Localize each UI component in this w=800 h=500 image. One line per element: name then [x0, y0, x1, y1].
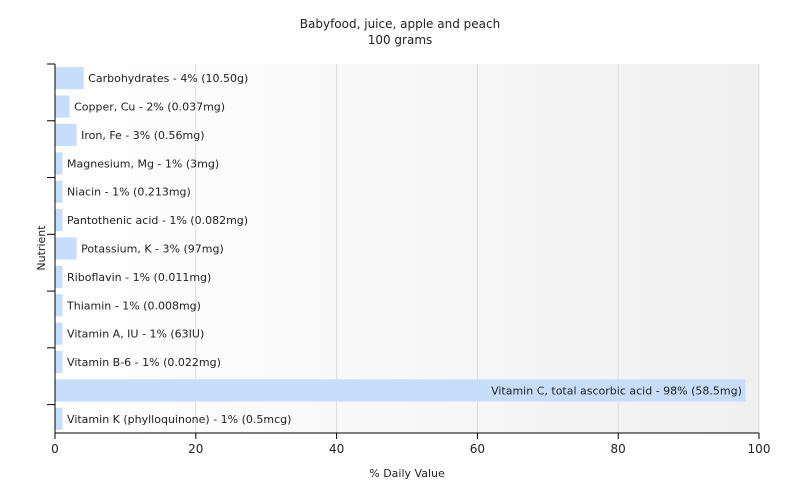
bar-label: Pantothenic acid - 1% (0.082mg) [67, 214, 248, 227]
bar [55, 322, 63, 345]
bar-label: Thiamin - 1% (0.008mg) [66, 299, 201, 312]
bar-label: Vitamin C, total ascorbic acid - 98% (58… [491, 384, 742, 397]
x-tick-label: 20 [188, 442, 203, 456]
bar [55, 407, 63, 430]
bar-label: Vitamin B-6 - 1% (0.022mg) [67, 356, 221, 369]
bar [55, 237, 77, 260]
bar [55, 67, 84, 90]
x-tick-labels: 0 20 40 60 80 100 [51, 442, 770, 456]
bar [55, 294, 63, 317]
bar [55, 379, 746, 402]
bar-label: Niacin - 1% (0.213mg) [67, 186, 191, 199]
x-tick-label: 100 [748, 442, 771, 456]
bar-label: Iron, Fe - 3% (0.56mg) [81, 129, 204, 142]
x-tick-label: 80 [611, 442, 626, 456]
chart-title: Babyfood, juice, apple and peach [300, 17, 500, 31]
bar-label: Carbohydrates - 4% (10.50g) [88, 72, 248, 85]
plot-area [55, 64, 759, 433]
x-tick-label: 40 [329, 442, 344, 456]
bar-label: Riboflavin - 1% (0.011mg) [67, 271, 211, 284]
y-axis-label: Nutrient [35, 225, 48, 271]
x-tick-label: 60 [470, 442, 485, 456]
bar-label: Magnesium, Mg - 1% (3mg) [67, 157, 219, 170]
bar-label: Vitamin K (phylloquinone) - 1% (0.5mcg) [67, 413, 291, 426]
bar [55, 152, 63, 175]
bar [55, 265, 63, 288]
chart-subtitle: 100 grams [368, 33, 433, 47]
bar [55, 95, 70, 118]
x-axis-label: % Daily Value [369, 467, 445, 480]
bar-label: Potassium, K - 3% (97mg) [81, 243, 224, 256]
bar [55, 123, 77, 147]
bar [55, 180, 63, 203]
axes-group [47, 63, 760, 439]
bars-group: Carbohydrates - 4% (10.50g) Copper, Cu - … [55, 67, 746, 430]
x-tick-label: 0 [51, 442, 59, 456]
bar [55, 209, 63, 232]
bar-label: Vitamin A, IU - 1% (63IU) [67, 328, 204, 341]
bar-label: Copper, Cu - 2% (0.037mg) [74, 101, 225, 114]
bar [55, 350, 63, 374]
grid-lines [195, 64, 760, 433]
